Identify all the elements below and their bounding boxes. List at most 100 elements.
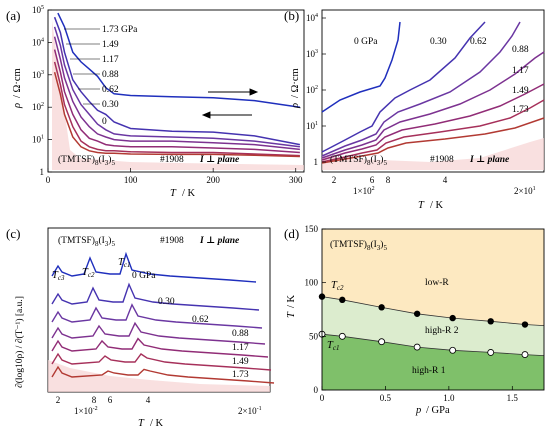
panel-a-ytick-exp: 3 [41, 70, 44, 76]
panel-d-xtick-label: 0 [320, 393, 325, 403]
panel-a-ytick-label: 103 [32, 70, 44, 80]
panel-c-series-4 [51, 337, 269, 358]
panel-c-xlabel: T [138, 418, 145, 429]
panel-a-batch: #1908 [160, 155, 184, 165]
panel-b-xtick-exp: 2 [372, 186, 375, 192]
panel-c-xtick-label: 4 [146, 395, 151, 405]
panel-a-ytick-label: 102 [32, 102, 44, 112]
panel-b-series-3 [321, 51, 545, 159]
panel-a-p173: 1.73 GPa [102, 25, 138, 35]
panel-b-series-1 [321, 21, 486, 153]
panel-d-tc2-line [321, 296, 545, 326]
panel-a-ytick-label: 101 [32, 135, 44, 145]
panel-b-series-4 [321, 83, 545, 161]
panel-d-ticks: 0 0.5 1.0 1.5 0 50 100 150 [305, 224, 519, 403]
svg-text:ρ: ρ [12, 103, 23, 109]
panel-d-region-highR1-fill [322, 334, 544, 390]
panel-c-tc2-label: Tc2 [82, 267, 95, 279]
panel-c-p173: 1.73 [232, 370, 249, 380]
panel-c-shade [48, 360, 270, 392]
panel-c-p088: 0.88 [232, 329, 249, 339]
panel-b-ytick-exp: 4 [315, 13, 318, 19]
svg-text:/ Ω·cm: / Ω·cm [290, 68, 301, 98]
panel-b-xminor-label: 6 [370, 175, 375, 185]
panel-b-ytick-label: 104 [306, 13, 318, 23]
panel-a-series-1.49 [53, 61, 300, 157]
panel-d-tc2-point [339, 296, 346, 304]
panel-d-tc1-point [521, 351, 529, 358]
panel-a-label: (a) [6, 8, 20, 23]
panel-b-ytick-label: 101 [306, 121, 318, 131]
panel-c-xunit: / K [150, 418, 164, 429]
panel-b-xtick-label: 4 [443, 175, 448, 185]
panel-a-series-1.73 [53, 72, 300, 158]
panel-d-label: (d) [284, 226, 299, 241]
panel-a-series-0.88 [53, 36, 300, 151]
panel-d-tc2-label: Tc2 [331, 280, 344, 292]
panel-c-p062: 0.62 [192, 315, 209, 325]
panel-c-tc1-label: Tc1 [118, 257, 130, 269]
panel-a-xticks: 0 100 200 300 [46, 168, 303, 185]
panel-a-ytick-label: 104 [32, 37, 44, 47]
panel-c-xtick-label: 2×10-1 [238, 406, 262, 416]
panel-a-geometry: I ⊥ plane [199, 155, 240, 165]
panel-c-p030: 0.30 [158, 297, 175, 307]
panel-a-ytick-label: 1 [40, 167, 45, 177]
panel-b-shade [322, 138, 544, 170]
panel-a-ytick-exp: 4 [41, 37, 44, 43]
panel-d-region-highR2: high-R 2 [425, 326, 459, 336]
panel-b-geometry: I ⊥ plane [469, 155, 510, 165]
panel-a-p062: 0.62 [102, 85, 119, 95]
panel-b-ytick-exp: 3 [315, 49, 318, 55]
panel-d-ylabel: T / K [286, 294, 297, 318]
panel-d-region-lowR: low-R [425, 278, 449, 288]
panel-a-ytick-exp: 5 [41, 5, 44, 11]
panel-a-xlabel: T [170, 188, 177, 199]
panel-d-tc1-point [338, 332, 346, 340]
panel-d-ytick-label: 100 [305, 278, 319, 288]
panel-b-p117: 1.17 [512, 66, 529, 76]
panel-d-region-highR1: high-R 1 [412, 366, 446, 376]
panel-d-tc2-point [487, 318, 494, 325]
panel-d-tc1-point [487, 349, 495, 356]
panel-a-ytick-exp: 1 [41, 135, 44, 141]
panel-b-axes [321, 9, 545, 173]
panel-d-ytick-label: 150 [305, 224, 319, 234]
panel-a-ytick-label: 105 [32, 5, 44, 15]
panel-b-ylabel: ρ / Ω·cm [290, 68, 301, 109]
panel-a-series-0 [57, 12, 301, 108]
panel-a-leader-lines [64, 28, 100, 105]
panel-d-tc2-point [449, 314, 456, 322]
panel-c-p0: 0 GPa [132, 271, 156, 281]
panel-c-batch: #1908 [160, 236, 184, 246]
panel-d-tc2-point [378, 304, 385, 311]
panel-c-curves [51, 251, 275, 384]
panel-d-plot [318, 229, 545, 390]
panel-a-xtick-label: 100 [124, 175, 138, 185]
panel-c-geometry: I ⊥ plane [199, 236, 240, 246]
panel-b-xtick-exp: 1 [533, 186, 536, 192]
panel-d-axes [321, 228, 545, 391]
panel-a-p088: 0.88 [102, 70, 119, 80]
panel-a-xtick-label: 300 [289, 175, 303, 185]
panel-b-p030: 0.30 [430, 37, 447, 47]
panel-d-xtick-label: 1.0 [443, 393, 455, 403]
panel-b-batch: #1908 [430, 155, 454, 165]
svg-text:∂(log10ρ) / ∂(T⁻¹) [a.u.]: ∂(log10ρ) / ∂(T⁻¹) [a.u.] [14, 296, 25, 388]
panel-d-xlabel: p [415, 405, 421, 416]
panel-a-curves [53, 12, 301, 158]
panel-d-tc1-label: Tc1 [327, 340, 339, 352]
panel-b-sample: (TMTSF)8(I3)5 [330, 154, 387, 167]
panel-b-ytick-label: 103 [306, 49, 318, 59]
panel-b-xminor-label: 2 [332, 175, 337, 185]
panel-d-tc1-point [378, 338, 386, 346]
panel-c-series-1 [51, 282, 260, 311]
panel-b-series-2 [321, 21, 521, 157]
panel-c: (c) 2 8 6 1×10-2 4 2×10-1 T / K ∂(log10ρ) / ∂… [6, 226, 275, 429]
panel-a-arrows [201, 88, 259, 119]
